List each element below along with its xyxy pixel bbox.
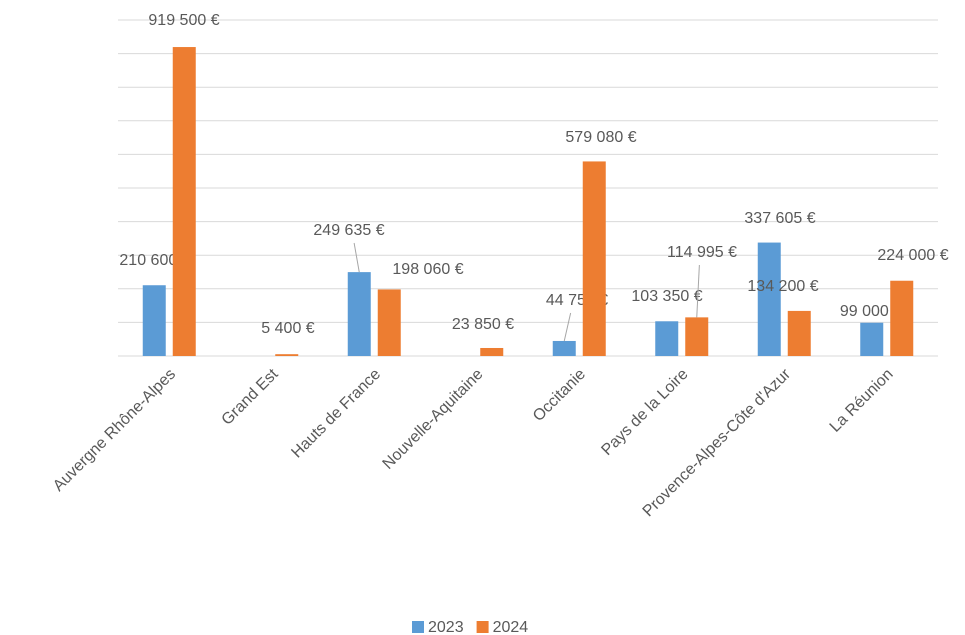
bar — [685, 317, 709, 356]
data-label: 114 995 € — [667, 244, 737, 261]
legend-label: 2024 — [493, 619, 529, 635]
x-tick-label: Hauts de France — [288, 366, 384, 462]
x-tick-label: Grand Est — [219, 365, 282, 428]
data-label: 99 000 € — [840, 303, 902, 320]
bar — [890, 280, 914, 356]
x-tick-label: Pays de la Loire — [598, 366, 691, 459]
data-label: 249 635 € — [313, 222, 384, 239]
bar — [860, 322, 884, 356]
x-tick-label: Nouvelle-Aquitaine — [380, 366, 487, 473]
x-tick-label: Auvergne Rhône-Alpes — [50, 366, 179, 495]
data-label: 134 200 € — [747, 278, 818, 295]
bar — [552, 340, 576, 356]
bar — [377, 289, 401, 356]
bar — [480, 347, 504, 356]
leader-line — [563, 312, 572, 342]
bar — [172, 47, 196, 356]
data-label: 337 605 € — [744, 210, 815, 227]
bar — [787, 310, 811, 356]
bar — [142, 285, 166, 356]
legend-swatch — [476, 621, 489, 633]
bar — [757, 242, 781, 356]
leader-line — [353, 242, 360, 273]
data-label: 919 500 € — [148, 12, 219, 29]
bar — [275, 354, 299, 356]
data-label: 224 000 € — [877, 247, 948, 264]
bar — [582, 161, 606, 356]
data-label: 579 080 € — [565, 129, 636, 146]
data-label: 198 060 € — [392, 261, 463, 278]
bar — [655, 321, 679, 356]
bar — [347, 272, 371, 356]
legend-swatch — [412, 621, 424, 633]
data-label: 23 850 € — [452, 316, 514, 333]
data-label: 5 400 € — [261, 320, 314, 337]
legend-label: 2023 — [428, 619, 464, 635]
leader-line — [696, 264, 700, 318]
x-tick-label: La Réunion — [827, 366, 897, 436]
data-label: 103 350 € — [631, 288, 702, 305]
x-tick-label: Occitanie — [530, 366, 589, 425]
